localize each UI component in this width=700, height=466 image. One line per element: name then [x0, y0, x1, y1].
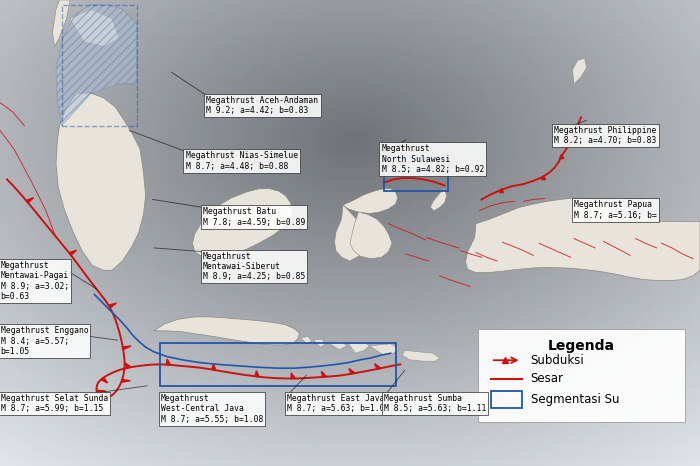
Polygon shape	[56, 5, 136, 126]
Polygon shape	[26, 198, 34, 203]
Polygon shape	[350, 212, 392, 259]
Polygon shape	[328, 341, 346, 350]
Polygon shape	[301, 336, 312, 344]
Polygon shape	[255, 371, 259, 377]
Polygon shape	[96, 390, 106, 393]
Text: Megathrust Enggano
M 8.4; a=5.57;
b=1.05: Megathrust Enggano M 8.4; a=5.57; b=1.05	[1, 326, 88, 356]
Polygon shape	[211, 364, 216, 370]
Polygon shape	[349, 369, 355, 374]
Polygon shape	[374, 363, 381, 369]
Polygon shape	[349, 343, 370, 353]
Text: Megathrust Nias-Simelue
M 8.7; a=4.48; b=0.88: Megathrust Nias-Simelue M 8.7; a=4.48; b…	[186, 151, 298, 171]
Text: Megathrust Selat Sunda
M 8.7; a=5.99; b=1.15: Megathrust Selat Sunda M 8.7; a=5.99; b=…	[1, 394, 108, 413]
Text: Segmentasi Su: Segmentasi Su	[531, 393, 619, 406]
Polygon shape	[52, 0, 70, 47]
Text: Megathrust Sumba
M 8.5; a=5.63; b=1.11: Megathrust Sumba M 8.5; a=5.63; b=1.11	[384, 394, 486, 413]
Text: Megathrust Philippine
M 8.2; a=4.70; b=0.83: Megathrust Philippine M 8.2; a=4.70; b=0…	[554, 126, 657, 145]
Polygon shape	[335, 205, 365, 261]
Polygon shape	[291, 373, 295, 378]
Polygon shape	[466, 198, 700, 281]
Polygon shape	[69, 250, 76, 255]
Polygon shape	[122, 346, 131, 350]
Text: Megathrust Aceh-Andaman
M 9.2; a=4.42; b=0.83: Megathrust Aceh-Andaman M 9.2; a=4.42; b…	[206, 96, 318, 115]
Polygon shape	[573, 58, 587, 84]
Polygon shape	[321, 371, 326, 377]
Polygon shape	[402, 350, 440, 361]
Polygon shape	[70, 9, 119, 47]
Bar	[478, 329, 685, 422]
Polygon shape	[101, 377, 108, 383]
Text: Megathrust
Mentawai-Siberut
M 8.9; a=4.25; b=0.85: Megathrust Mentawai-Siberut M 8.9; a=4.2…	[203, 252, 305, 281]
Polygon shape	[167, 359, 171, 365]
Bar	[160, 343, 396, 386]
Polygon shape	[370, 344, 399, 355]
Bar	[491, 391, 522, 408]
Text: Megathrust
North Sulawesi
M 8.5; a=4.82; b=0.92: Megathrust North Sulawesi M 8.5; a=4.82;…	[382, 144, 484, 174]
Text: Legenda: Legenda	[548, 339, 615, 353]
Polygon shape	[314, 339, 326, 347]
Polygon shape	[154, 317, 300, 345]
Text: Megathrust
Mentawai-Pagai
M 8.9; a=3.02;
b=0.63: Megathrust Mentawai-Pagai M 8.9; a=3.02;…	[1, 261, 69, 301]
Text: Megathrust East Java
M 8.7; a=5.63; b=1.08: Megathrust East Java M 8.7; a=5.63; b=1.…	[287, 394, 389, 413]
Polygon shape	[121, 379, 130, 382]
Polygon shape	[125, 363, 131, 368]
Text: Megathrust
West-Central Java
M 8.7; a=5.55; b=1.08: Megathrust West-Central Java M 8.7; a=5.…	[161, 394, 263, 424]
Polygon shape	[56, 93, 146, 270]
Text: Sesar: Sesar	[531, 372, 564, 385]
Text: Megathrust Papua
M 8.7; a=5.16; b=: Megathrust Papua M 8.7; a=5.16; b=	[574, 200, 657, 220]
Bar	[384, 159, 448, 191]
Polygon shape	[108, 303, 116, 308]
Text: Megathrust Batu
M 7.8; a=4.59; b=0.89: Megathrust Batu M 7.8; a=4.59; b=0.89	[203, 207, 305, 227]
Polygon shape	[105, 392, 110, 398]
Polygon shape	[430, 189, 447, 211]
Text: Subduksi: Subduksi	[531, 354, 584, 367]
Polygon shape	[193, 189, 293, 259]
Polygon shape	[343, 189, 398, 213]
